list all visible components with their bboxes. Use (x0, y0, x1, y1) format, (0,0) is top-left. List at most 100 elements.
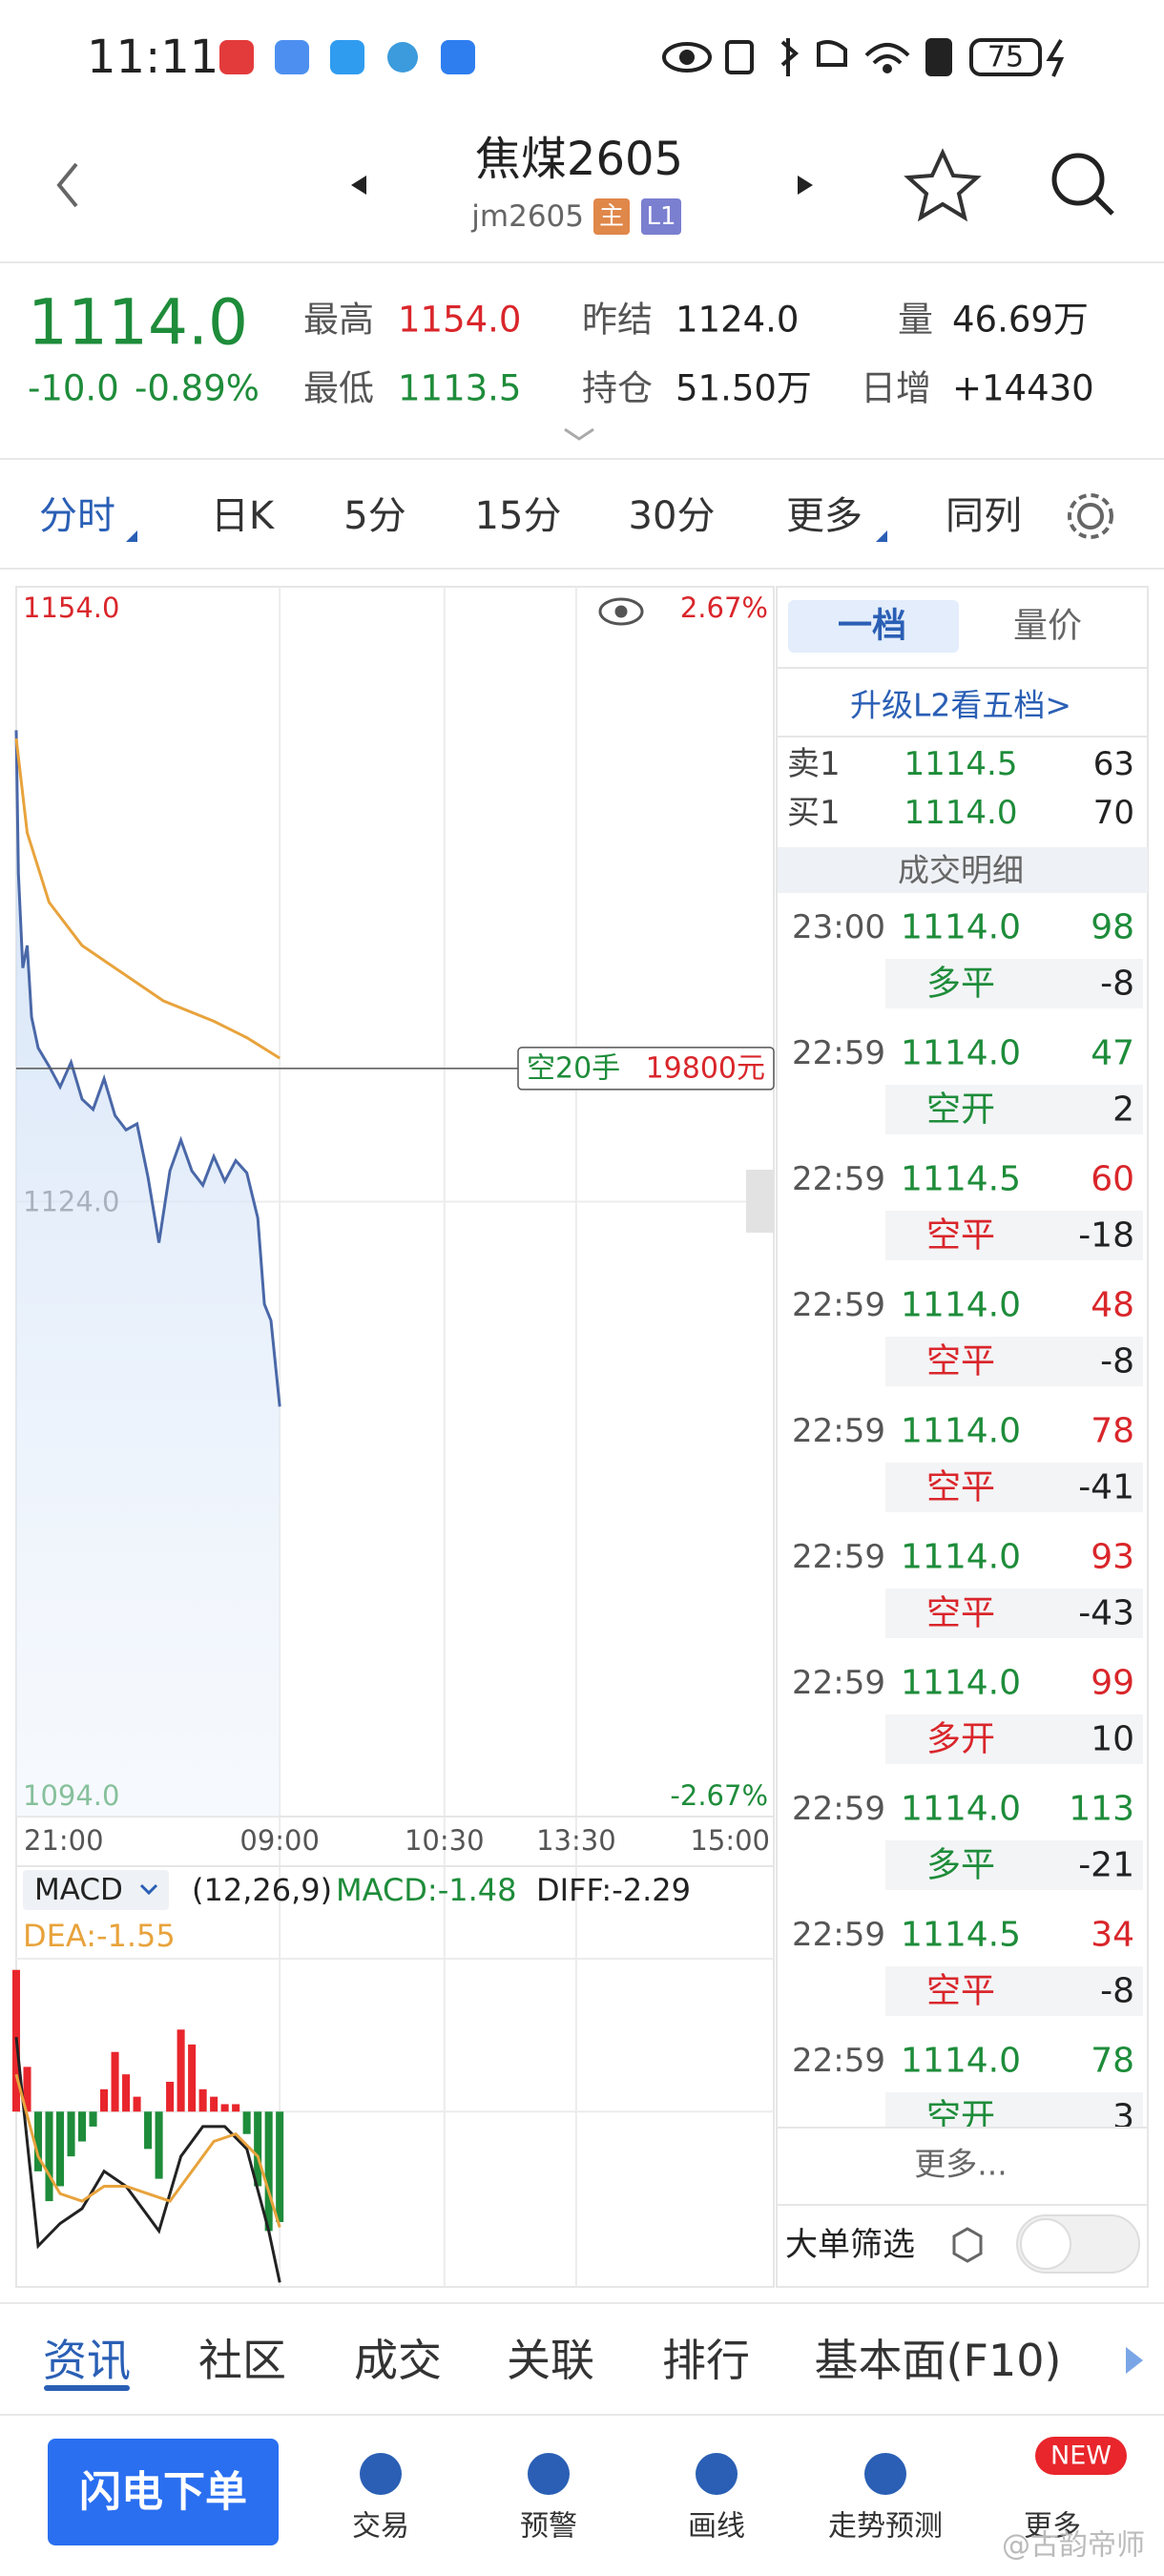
back-button[interactable] (56, 162, 78, 208)
trade-change: 2 (1112, 1091, 1134, 1130)
filter-icon[interactable] (952, 2227, 983, 2263)
macd-bar (254, 2111, 262, 2187)
trade-time: 22:59 (792, 1790, 885, 1828)
new-badge-bg (1035, 2437, 1127, 2475)
trade-detail-bg (885, 1589, 1143, 1638)
stat-value: 1154.0 (398, 300, 521, 341)
stat-label: 最低 (303, 368, 374, 409)
macd-bar (122, 2074, 131, 2112)
badge: 主 (599, 202, 624, 231)
info-tab[interactable]: 成交 (354, 2335, 442, 2386)
watermark: @古韵帝师 (1002, 2529, 1145, 2563)
info-tab[interactable]: 关联 (507, 2335, 594, 2386)
nav-label[interactable]: 预警 (520, 2510, 577, 2544)
trade-detail-bg (885, 1966, 1143, 2016)
period-tab[interactable]: 同列 (946, 494, 1022, 538)
trade-change: -8 (1100, 1972, 1134, 2011)
nav-icon[interactable] (696, 2453, 738, 2495)
quick-order-button[interactable] (48, 2439, 279, 2545)
y2-tick-label: -2.67% (670, 1779, 768, 1812)
x-tick-label: 13:30 (536, 1824, 616, 1857)
trade-change: -43 (1078, 1594, 1134, 1633)
orderbook-tab[interactable]: 量价 (1013, 607, 1082, 646)
y-tick-label: 1154.0 (23, 592, 119, 624)
trade-detail-bg (885, 1840, 1143, 1890)
trade-price: 1114.0 (901, 1538, 1021, 1577)
period-tab[interactable]: 30分 (629, 494, 716, 538)
price-line (14, 730, 281, 1407)
trade-price: 1114.0 (901, 1664, 1021, 1703)
prev-contract[interactable] (351, 176, 366, 195)
nav-label[interactable]: 更多 (1024, 2510, 1081, 2544)
trade-time: 22:59 (792, 1412, 885, 1450)
settings-button[interactable] (1068, 493, 1113, 539)
macd-bar (133, 2096, 141, 2112)
trade-time: 22:59 (792, 1916, 885, 1954)
period-tab[interactable]: 日K (211, 494, 276, 538)
quick-order-label[interactable]: 闪电下单 (79, 2468, 247, 2517)
indicator-selector[interactable] (23, 1870, 169, 1910)
upgrade-link[interactable]: 升级L2看五档> (850, 687, 1071, 724)
trade-volume: 113 (1069, 1790, 1134, 1829)
trade-detail-bg (885, 2092, 1143, 2128)
trade-time: 22:59 (792, 1034, 885, 1072)
macd-bar (166, 2082, 175, 2112)
level-volume: 70 (1093, 794, 1134, 832)
trade-time: 22:59 (792, 1160, 885, 1198)
trade-volume: 78 (1091, 2042, 1134, 2081)
trade-volume: 93 (1091, 1538, 1134, 1577)
macd-bar (232, 2104, 240, 2112)
panel-handle[interactable] (746, 1170, 775, 1233)
y2-tick-label: 2.67% (680, 592, 768, 624)
next-contract[interactable] (798, 176, 813, 195)
trade-price: 1114.5 (901, 1916, 1021, 1955)
info-tab[interactable]: 排行 (662, 2335, 750, 2386)
eye-toggle[interactable] (598, 597, 644, 626)
nav-icon[interactable] (528, 2453, 570, 2495)
period-tab[interactable]: 15分 (475, 494, 562, 538)
stat-label: 最高 (303, 300, 374, 341)
expand-toggle[interactable] (564, 427, 594, 441)
nav-icon[interactable] (360, 2453, 402, 2495)
trade-price: 1114.0 (901, 1412, 1021, 1451)
trade-time: 22:59 (792, 1664, 885, 1702)
trade-change: -8 (1100, 1342, 1134, 1381)
macd-bar (56, 2111, 65, 2187)
nav-label[interactable]: 画线 (688, 2510, 745, 2544)
trade-type: 多平 (926, 1846, 995, 1885)
indicator-dropdown (139, 1883, 158, 1896)
search-button[interactable] (1051, 153, 1114, 216)
macd-bar (198, 2088, 207, 2112)
period-tab[interactable]: 分时 (39, 494, 115, 538)
indicator-value: DEA:-1.55 (23, 1918, 176, 1954)
info-tab[interactable]: 基本面(F10) (815, 2335, 1062, 2386)
period-tab[interactable]: 5分 (343, 494, 405, 538)
period-tab[interactable]: 更多 (786, 494, 863, 538)
trade-type: 空平 (926, 1468, 995, 1507)
indicator-name[interactable]: MACD (34, 1873, 123, 1907)
favorite-button[interactable] (904, 148, 982, 222)
nav-icon[interactable] (864, 2453, 906, 2495)
macd-bar (78, 2111, 87, 2142)
nav-label[interactable]: 交易 (352, 2510, 409, 2544)
trade-time: 22:59 (792, 2042, 885, 2080)
trade-volume: 60 (1091, 1160, 1134, 1199)
price-change-pct: -0.89% (135, 368, 260, 409)
stat-label: 量 (898, 300, 933, 341)
orderbook-tab[interactable]: 一档 (838, 607, 906, 646)
info-tab[interactable]: 社区 (198, 2335, 286, 2386)
trade-volume: 78 (1091, 1412, 1134, 1451)
macd-bar (111, 2051, 119, 2112)
status-time: 11:11 (87, 31, 218, 84)
macd-bar (100, 2088, 109, 2112)
nav-label[interactable]: 走势预测 (828, 2510, 943, 2544)
price-change: -10.0 (28, 368, 119, 409)
tabs-scroll[interactable] (1126, 2347, 1143, 2374)
stat-value: 46.69万 (952, 300, 1089, 341)
info-tab[interactable]: 资讯 (43, 2335, 131, 2386)
stat-value: +14430 (952, 368, 1094, 409)
macd-bar (242, 2111, 251, 2134)
indicator-value: DIFF:-2.29 (536, 1872, 691, 1908)
trade-detail-bg (885, 1337, 1143, 1386)
more-trades[interactable]: 更多... (914, 2146, 1007, 2183)
